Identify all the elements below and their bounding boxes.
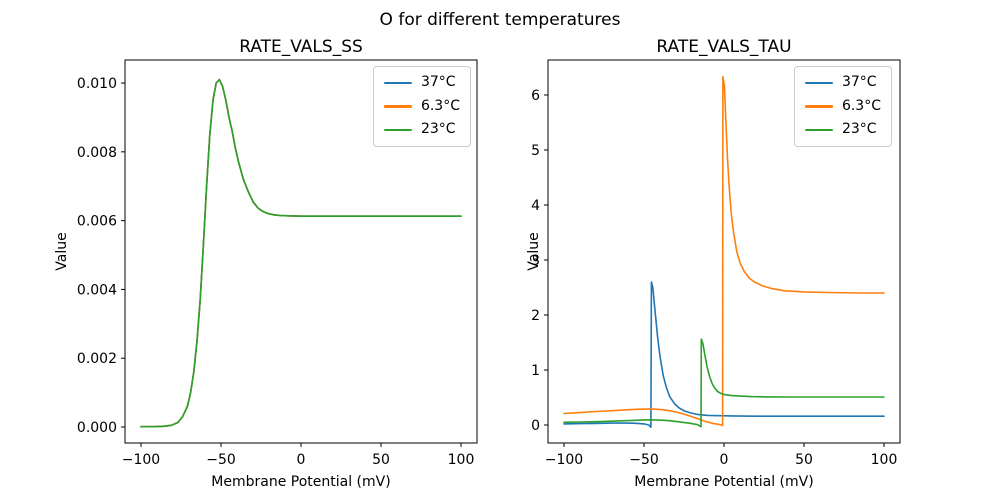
x-tick-label: −50 <box>206 452 236 468</box>
y-axis-label-ss: Value <box>54 232 70 270</box>
legend-entry-23c: 23°C <box>804 121 881 139</box>
axes-title-tau: RATE_VALS_TAU <box>656 37 791 57</box>
legend-label-23c: 23°C <box>420 121 456 137</box>
figure-suptitle: O for different temperatures <box>380 10 621 30</box>
curve-23c <box>140 78 462 428</box>
y-tick-label: 3 <box>531 253 540 269</box>
y-tick-label: 0.010 <box>77 76 117 92</box>
y-tick-label: 6 <box>531 88 540 104</box>
x-tick-label: 50 <box>795 452 813 468</box>
y-tick-label: 0.006 <box>77 214 117 230</box>
legend-label-23c: 23°C <box>841 121 877 137</box>
axes-spines <box>124 59 478 444</box>
y-tick-label: 0.000 <box>77 420 117 436</box>
legend-line-23c <box>804 128 833 131</box>
curve-63c <box>563 76 885 427</box>
legend-line-37c <box>383 81 412 84</box>
x-tick-label: 100 <box>448 452 475 468</box>
y-tick-label: 0.008 <box>77 145 117 161</box>
legend-entry-63c: 6.3°C <box>804 97 881 116</box>
legend-entry-63c: 6.3°C <box>383 97 460 116</box>
axes-area-tau: −100 −50 0 50 100 0 1 2 3 4 5 6 <box>531 59 901 468</box>
x-axis-label-ss: Membrane Potential (mV) <box>211 474 390 490</box>
x-tick-label: 0 <box>720 452 729 468</box>
y-axis-label-tau: Value <box>526 232 542 270</box>
x-tick-label: −100 <box>545 452 583 468</box>
y-tick-label: 2 <box>531 308 540 324</box>
legend-label-63c: 6.3°C <box>841 97 881 114</box>
x-tick-label: 100 <box>871 452 898 468</box>
curve-23c <box>563 338 885 428</box>
x-tick-label: −50 <box>629 452 659 468</box>
y-tick-label: 4 <box>531 198 540 214</box>
subplot-rate-vals-ss: RATE_VALS_SS Membrane Potential (mV) Val… <box>54 37 478 490</box>
legend-line-37c <box>804 81 833 84</box>
y-tick-label: 0.002 <box>77 351 117 367</box>
x-axis-label-tau: Membrane Potential (mV) <box>634 474 813 490</box>
x-tick-label: −100 <box>122 452 160 468</box>
curve-37c <box>563 281 885 429</box>
x-tick-label: 0 <box>297 452 306 468</box>
legend-tau: 37°C 6.3°C 23°C <box>793 66 892 147</box>
axes-spines <box>547 59 901 444</box>
legend-label-63c: 6.3°C <box>420 97 460 114</box>
legend-label-37c: 37°C <box>841 74 877 90</box>
axes-title-ss: RATE_VALS_SS <box>239 37 363 57</box>
axes-area-ss: −100 −50 0 50 100 0.000 0.002 0.004 0.006 0.008 0.… <box>77 59 478 468</box>
x-tick-label: 50 <box>372 452 390 468</box>
subplot-rate-vals-tau: RATE_VALS_TAU Membrane Potential (mV) Va… <box>526 37 901 490</box>
legend-entry-23c: 23°C <box>383 121 460 139</box>
legend-line-63c <box>383 105 412 108</box>
y-tick-label: 0 <box>531 418 540 434</box>
legend-line-63c <box>804 105 833 108</box>
legend-entry-37c: 37°C <box>804 74 881 92</box>
legend-entry-37c: 37°C <box>383 74 460 92</box>
y-tick-label: 0.004 <box>77 282 117 298</box>
y-tick-label: 5 <box>531 143 540 159</box>
legend-line-23c <box>383 128 412 131</box>
y-tick-label: 1 <box>531 363 540 379</box>
legend-label-37c: 37°C <box>420 74 456 90</box>
legend-ss: 37°C 6.3°C 23°C <box>372 66 471 147</box>
